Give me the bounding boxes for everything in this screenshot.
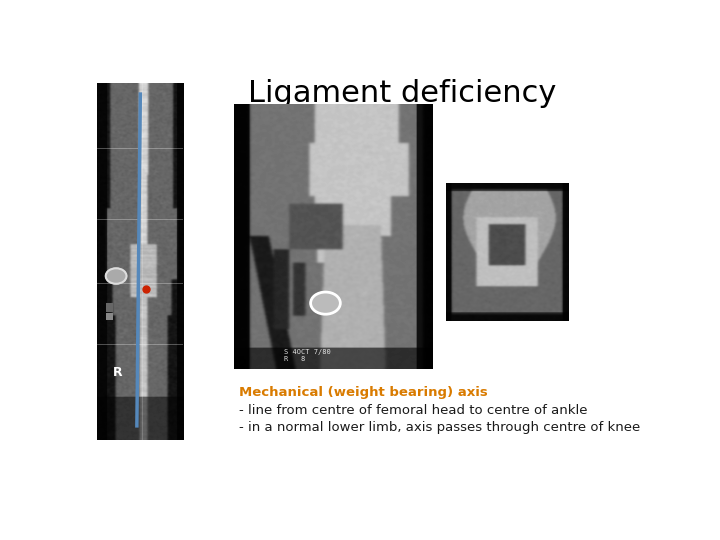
Text: - line from centre of femoral head to centre of ankle: - line from centre of femoral head to ce… [239,404,588,417]
Text: - in a normal lower limb, axis passes through centre of knee: - in a normal lower limb, axis passes th… [239,421,640,434]
Text: Mechanical (weight bearing) axis: Mechanical (weight bearing) axis [239,386,487,399]
Text: Ligament deficiency: Ligament deficiency [248,79,557,109]
